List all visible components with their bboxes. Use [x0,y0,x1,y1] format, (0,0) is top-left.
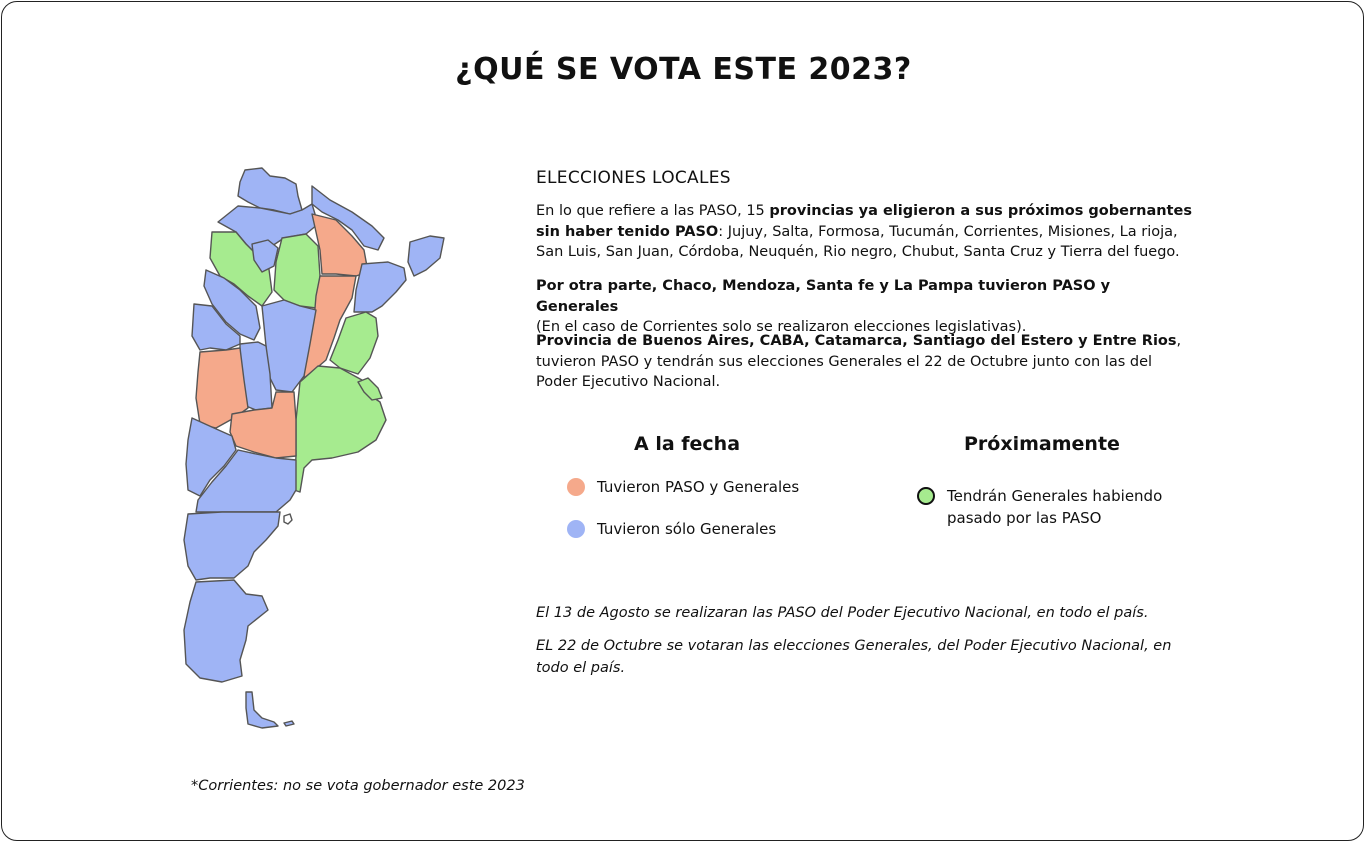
legend-heading-to-date: A la fecha [634,433,741,455]
province-san-juan [191,303,241,351]
legend-heading-upcoming: Próximamente [964,433,1120,455]
paragraph2-text: (En el caso de Corrientes solo se realiz… [536,319,1027,335]
province-la-pampa [229,391,297,459]
legend-label-solo: Tuvieron sólo Generales [597,520,777,538]
argentina-map [183,167,445,729]
legend-label-proximamente: Tendrán Generales habiendo pasado por la… [947,487,1163,527]
blue-dot-icon [567,520,585,538]
paragraph-local-elections: En lo que refiere a las PASO, 15 provinc… [536,201,1196,263]
province-santa-cruz [183,579,269,683]
province-santiago-del-estero [273,233,321,309]
green-dot-icon [917,487,935,505]
note-generales-date: EL 22 de Octubre se votaran las eleccion… [536,638,1172,676]
footnote-corrientes: *Corrientes: no se vota gobernador este … [191,778,525,794]
paragraph1-provinces: : Jujuy, Salta, Formosa, Tucumán, Corrie… [536,223,1180,261]
paragraph3-bold: Provincia de Buenos Aires, CABA, Catamar… [536,333,1177,349]
province-corrientes [353,261,407,313]
orange-dot-icon [567,478,585,496]
legend-item-solo-generales: Tuvieron sólo Generales [567,518,776,540]
paragraph1-bold: provincias ya eligieron a sus próximos g… [536,203,1192,240]
peninsula-valdes [283,513,293,525]
paragraph-paso-generales: Por otra parte, Chaco, Mendoza, Santa fe… [536,276,1196,338]
paragraph3-text: , tuvieron PASO y tendrán sus elecciones… [536,333,1182,390]
province-rio-negro [195,449,297,513]
province-chubut [183,511,281,581]
province-la-rioja [203,269,261,341]
legend-item-proximamente: Tendrán Generales habiendo pasado por la… [917,485,1177,529]
province-formosa [311,185,385,251]
island-isla-de-los-estados [283,720,295,727]
legend-item-paso-generales: Tuvieron PASO y Generales [567,476,799,498]
province-caba [357,377,383,401]
paragraph-upcoming: Provincia de Buenos Aires, CABA, Catamar… [536,331,1196,393]
province-entre-rios [329,311,379,375]
note-paso-date: El 13 de Agosto se realizaran las PASO d… [536,605,1149,621]
province-tierra-del-fuego [245,691,279,729]
legend-label-paso: Tuvieron PASO y Generales [597,478,800,496]
province-neuquen [185,417,237,497]
paragraph1-text: En lo que refiere a las PASO, 15 [536,203,770,219]
paragraph2-bold: Por otra parte, Chaco, Mendoza, Santa fe… [536,278,1111,315]
province-tucuman [251,239,279,273]
province-catamarca [209,231,273,307]
section-title: ELECCIONES LOCALES [536,168,731,188]
page-title: ¿QUÉ SE VOTA ESTE 2023? [455,52,912,87]
province-misiones [407,235,445,277]
